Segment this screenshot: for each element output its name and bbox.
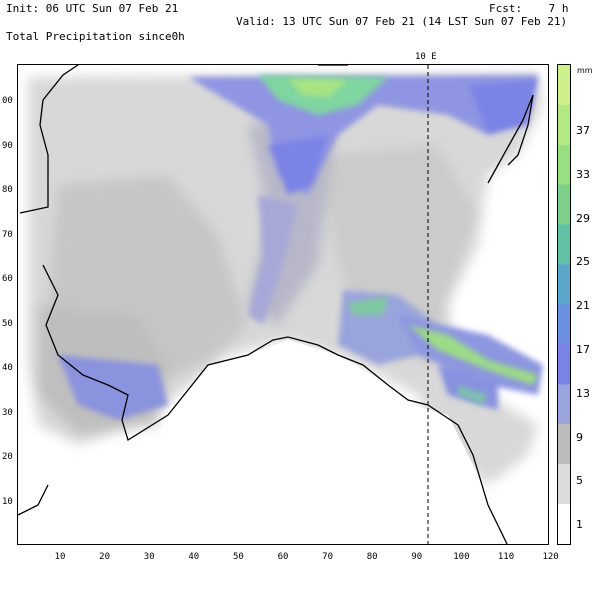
- y-tick-label: 60: [2, 274, 13, 284]
- colorbar-label: 9: [576, 430, 583, 444]
- x-tick-label: 20: [99, 552, 111, 562]
- colorbar-label: 13: [576, 386, 590, 400]
- x-tick-label: 50: [232, 552, 244, 562]
- colorbar-label: 5: [576, 474, 583, 488]
- y-tick-label: 40: [2, 363, 13, 373]
- meridian-label: 10 E: [415, 52, 437, 62]
- x-tick-label: 90: [411, 552, 423, 562]
- colorbar-label: 21: [576, 299, 590, 313]
- sea-basin: [168, 340, 507, 544]
- colorbar-label: 33: [576, 167, 590, 181]
- y-tick-label: 80: [2, 185, 13, 195]
- colorbar-label: 37: [576, 124, 590, 137]
- x-tick-label: 70: [322, 552, 334, 562]
- x-tick-label: 60: [277, 552, 289, 562]
- y-tick-label: 20: [2, 452, 13, 462]
- y-tick-label: 90: [2, 140, 13, 151]
- heavy-precip-layer: [258, 75, 538, 405]
- y-tick-label: 30: [2, 407, 13, 418]
- y-tick-label: 70: [2, 229, 13, 240]
- y-tick-label: 50: [2, 318, 13, 329]
- y-tick-label: 00: [2, 96, 13, 106]
- init-time: Init: 06 UTC Sun 07 Feb 21: [6, 2, 179, 15]
- x-tick-label: 110: [497, 552, 515, 562]
- map-title: Total Precipitation since0h: [6, 30, 185, 43]
- x-tick-label: 80: [366, 552, 378, 562]
- x-tick-label: 100: [453, 552, 470, 562]
- colorbar-label: 17: [576, 343, 590, 356]
- x-tick-label: 120: [542, 552, 559, 562]
- x-tick-label: 10: [54, 552, 66, 562]
- y-tick-label: 10: [2, 496, 13, 507]
- colorbar-label: 25: [576, 255, 590, 269]
- precipitation-map: [17, 64, 549, 545]
- x-tick-label: 30: [143, 552, 155, 562]
- colorbar: [557, 64, 571, 545]
- colorbar-label: 29: [576, 211, 590, 225]
- colorbar-label: 1: [576, 518, 583, 532]
- map-canvas: [18, 65, 548, 544]
- forecast-hour: Fcst: 7 h: [489, 2, 569, 15]
- colorbar-unit: mm: [577, 66, 593, 75]
- coastline: [18, 65, 534, 544]
- x-tick-label: 40: [188, 552, 200, 562]
- valid-time: Valid: 13 UTC Sun 07 Feb 21 (14 LST Sun …: [236, 15, 568, 28]
